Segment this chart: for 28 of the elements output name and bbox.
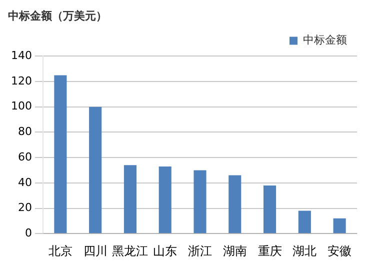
bar — [263, 185, 276, 234]
bar — [124, 165, 136, 234]
bar — [54, 75, 67, 234]
x-tick-label: 山东 — [153, 244, 178, 258]
x-tick-label: 北京 — [48, 244, 72, 258]
y-tick-label: 60 — [18, 150, 32, 164]
y-tick-label: 140 — [10, 49, 32, 62]
y-tick-label: 100 — [10, 100, 32, 113]
bar — [333, 218, 346, 234]
legend-label: 中标金额 — [303, 34, 347, 47]
bar — [228, 175, 242, 234]
y-tick-label: 20 — [18, 201, 32, 214]
y-tick-label: 0 — [24, 226, 32, 240]
y-tick-label: 120 — [10, 74, 32, 88]
x-tick-label: 黑龙江 — [112, 244, 148, 258]
bar — [89, 106, 102, 234]
y-tick-label: 40 — [18, 176, 32, 189]
bar — [194, 170, 206, 234]
bar — [158, 166, 172, 234]
y-tick-label: 80 — [18, 125, 32, 138]
x-tick-label: 浙江 — [188, 244, 212, 258]
chart-title: 中标金额（万美元） — [8, 9, 107, 22]
x-tick-label: 湖南 — [222, 244, 247, 258]
x-tick-label: 四川 — [83, 244, 108, 258]
x-tick-label: 湖北 — [292, 244, 317, 258]
x-tick-label: 重庆 — [258, 244, 282, 258]
x-tick-label: 安徽 — [328, 244, 352, 258]
bar — [298, 210, 311, 234]
